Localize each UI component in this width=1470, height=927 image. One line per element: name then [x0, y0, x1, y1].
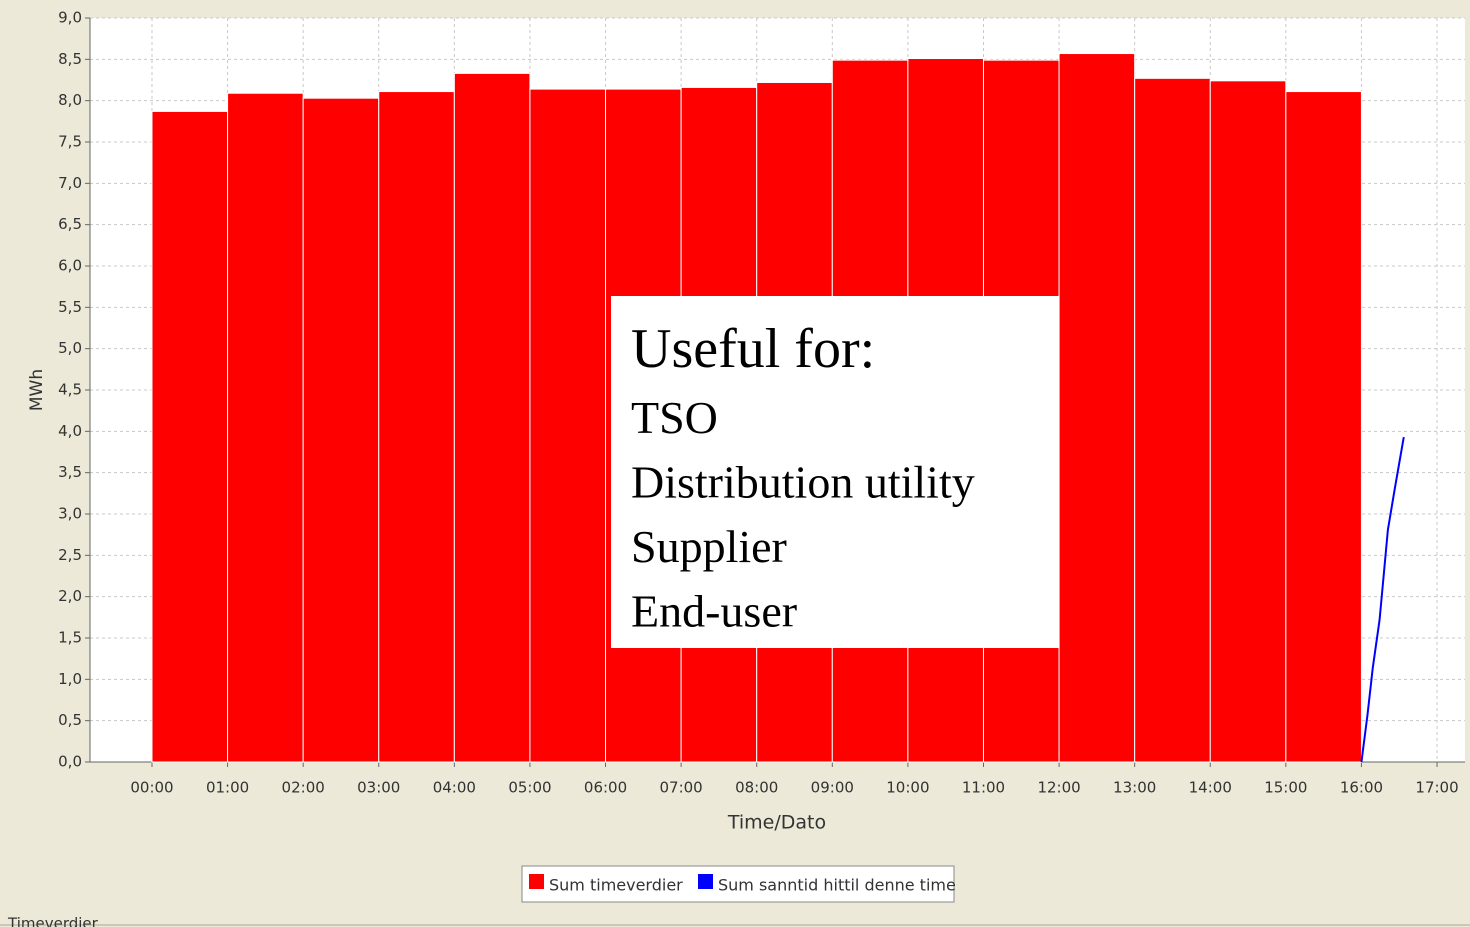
- x-tick-label: 08:00: [735, 779, 778, 797]
- x-tick-label: 09:00: [811, 779, 854, 797]
- x-tick-label: 17:00: [1415, 779, 1458, 797]
- line: [1360, 436, 1405, 763]
- panel-title: Timeverdier: [7, 915, 99, 927]
- x-tick-label: 11:00: [962, 779, 1005, 797]
- y-tick-label: 7,0: [58, 174, 82, 192]
- x-tick-label: 07:00: [660, 779, 703, 797]
- x-tick-label: 03:00: [357, 779, 400, 797]
- y-tick-label: 4,0: [58, 422, 82, 440]
- annotation-line: Supplier: [631, 521, 787, 572]
- bar: [378, 91, 455, 763]
- annotation-box: [611, 296, 1059, 648]
- x-tick-label: 02:00: [282, 779, 325, 797]
- y-tick-label: 8,0: [58, 91, 82, 109]
- y-tick-label: 2,0: [58, 587, 82, 605]
- bar: [1285, 91, 1362, 763]
- x-tick-label: 01:00: [206, 779, 249, 797]
- annotation-line: End-user: [631, 586, 797, 637]
- bar: [227, 92, 304, 763]
- y-tick-label: 6,5: [58, 215, 82, 233]
- legend-swatch: [698, 874, 713, 889]
- y-tick-label: 0,5: [58, 711, 82, 729]
- bar: [529, 88, 607, 763]
- legend-label: Sum timeverdier: [549, 876, 683, 895]
- y-tick-label: 3,0: [58, 505, 82, 523]
- x-tick-label: 16:00: [1340, 779, 1383, 797]
- x-tick-label: 04:00: [433, 779, 476, 797]
- x-tick-label: 00:00: [130, 779, 173, 797]
- x-axis-label: Time/Dato: [727, 812, 826, 834]
- y-tick-label: 8,5: [58, 50, 82, 68]
- y-tick-label: 9,0: [58, 9, 82, 27]
- x-tick-label: 14:00: [1189, 779, 1232, 797]
- y-tick-label: 1,5: [58, 629, 82, 647]
- annotation-title: Useful for:: [631, 318, 875, 380]
- annotation-line: Distribution utility: [631, 457, 975, 508]
- y-tick-label: 0,0: [58, 753, 82, 771]
- annotation-line: TSO: [631, 392, 718, 443]
- y-tick-label: 6,0: [58, 257, 82, 275]
- x-tick-label: 05:00: [508, 779, 551, 797]
- legend-swatch: [529, 874, 544, 889]
- y-tick-label: 4,5: [58, 381, 82, 399]
- legend-label: Sum sanntid hittil denne time: [718, 876, 956, 895]
- x-tick-label: 10:00: [886, 779, 929, 797]
- y-tick-label: 7,5: [58, 133, 82, 151]
- y-axis-label: MWh: [27, 369, 47, 411]
- x-tick-label: 12:00: [1037, 779, 1080, 797]
- y-tick-label: 1,0: [58, 670, 82, 688]
- bar: [302, 97, 380, 763]
- legend-box: [521, 865, 955, 903]
- x-tick-label: 13:00: [1113, 779, 1156, 797]
- y-tick-label: 5,5: [58, 298, 82, 316]
- y-tick-label: 5,0: [58, 339, 82, 357]
- bar: [453, 72, 531, 763]
- y-tick-label: 3,5: [58, 463, 82, 481]
- y-tick-label: 2,5: [58, 546, 82, 564]
- bar: [1209, 80, 1287, 763]
- x-tick-label: 06:00: [584, 779, 627, 797]
- bar: [1134, 77, 1211, 763]
- x-tick-label: 15:00: [1264, 779, 1307, 797]
- bar: [151, 110, 229, 763]
- bar: [1058, 53, 1136, 763]
